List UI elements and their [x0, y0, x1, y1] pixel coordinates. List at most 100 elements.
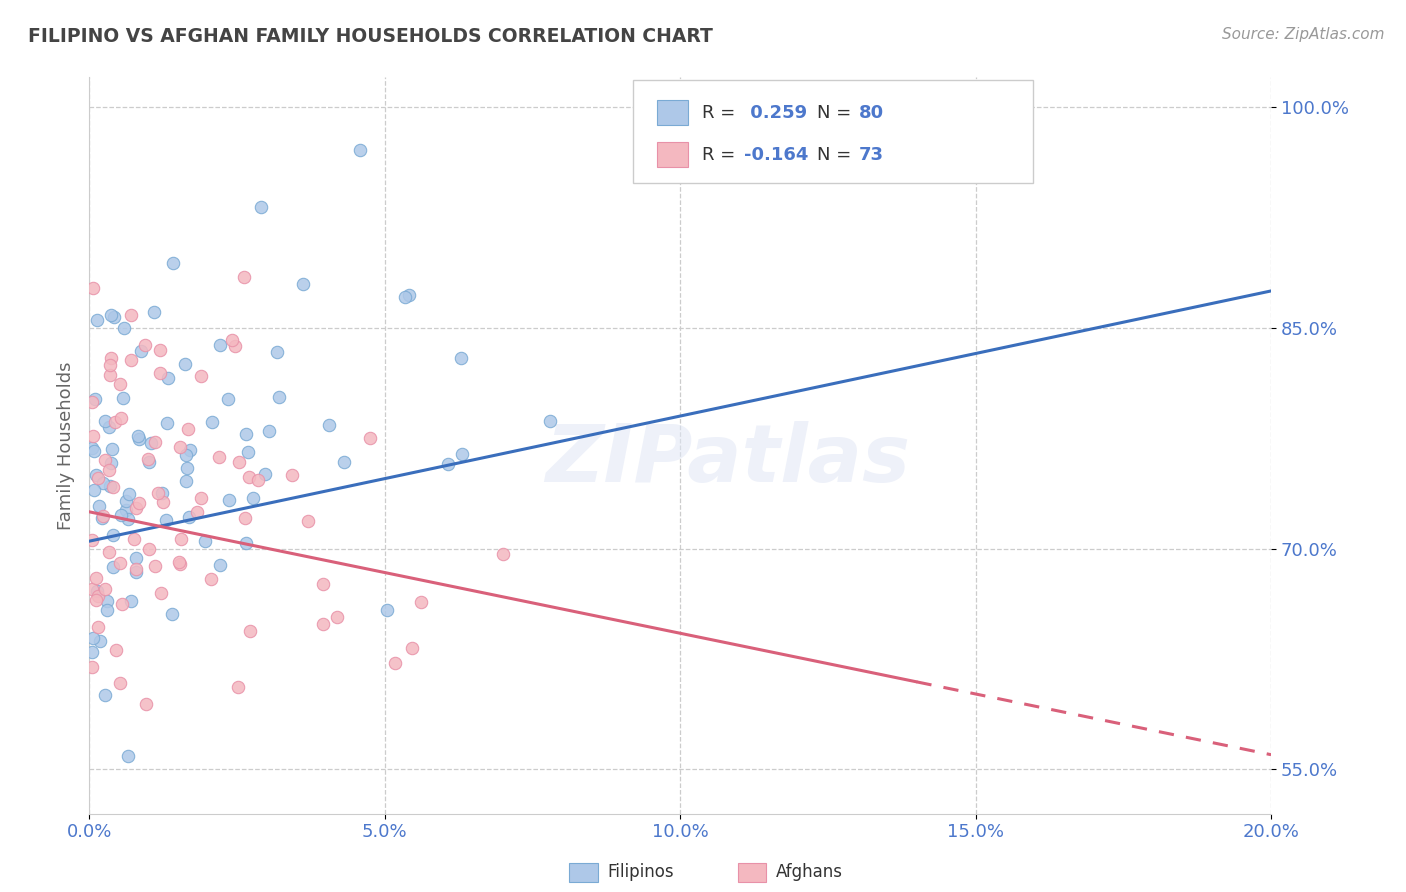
Point [238, 470, 260, 484]
Point [233, 510, 256, 524]
Point [218, 493, 240, 508]
Point [86, 584, 108, 599]
Point [377, 603, 399, 617]
Point [110, 508, 132, 523]
Point [148, 486, 170, 500]
Point [94, 414, 117, 428]
Point [91, 509, 114, 524]
Point [326, 610, 349, 624]
Point [318, 417, 340, 432]
Point [349, 143, 371, 157]
Point [94, 688, 117, 702]
Point [174, 474, 197, 488]
Point [143, 558, 166, 573]
Text: -0.164: -0.164 [744, 146, 808, 164]
Point [83, 483, 105, 497]
Point [80, 442, 103, 456]
Point [239, 624, 262, 638]
Point [131, 344, 153, 359]
Point [170, 533, 193, 547]
Text: 0.259: 0.259 [744, 103, 807, 122]
Point [125, 562, 148, 576]
Point [242, 491, 264, 505]
Point [87, 499, 110, 513]
Point [169, 558, 191, 572]
Point [110, 556, 132, 570]
Point [436, 457, 458, 471]
Point [156, 416, 179, 430]
Point [114, 494, 136, 508]
Point [177, 509, 200, 524]
Point [96, 593, 118, 607]
Point [98, 358, 121, 372]
Point [100, 456, 122, 470]
Point [93, 582, 115, 596]
Text: 80: 80 [859, 103, 884, 122]
Point [89, 633, 111, 648]
Y-axis label: Family Households: Family Households [58, 361, 75, 530]
Point [179, 443, 201, 458]
Point [250, 200, 273, 214]
Point [266, 344, 288, 359]
Point [128, 432, 150, 446]
Point [80, 395, 103, 409]
Point [100, 351, 122, 365]
Point [224, 339, 246, 353]
Point [128, 496, 150, 510]
Point [236, 445, 259, 459]
Point [226, 680, 249, 694]
Point [200, 572, 222, 586]
Point [117, 749, 139, 764]
Text: N =: N = [817, 103, 856, 122]
Point [87, 620, 110, 634]
Point [100, 308, 122, 322]
Point [149, 366, 172, 380]
Point [186, 504, 208, 518]
Point [398, 288, 420, 302]
Point [114, 502, 136, 516]
Point [253, 467, 276, 482]
Point [297, 514, 319, 528]
Point [120, 352, 142, 367]
Point [312, 577, 335, 591]
Point [167, 555, 190, 569]
Point [152, 495, 174, 509]
Point [101, 528, 124, 542]
Point [217, 392, 239, 406]
Point [111, 597, 134, 611]
Text: Filipinos: Filipinos [607, 863, 673, 881]
Point [82, 281, 104, 295]
Point [394, 290, 416, 304]
Point [98, 545, 121, 559]
Point [127, 429, 149, 443]
Point [103, 310, 125, 324]
Point [174, 448, 197, 462]
Point [134, 338, 156, 352]
Point [176, 461, 198, 475]
Text: R =: R = [702, 146, 741, 164]
Point [83, 444, 105, 458]
Point [122, 532, 145, 546]
Point [125, 501, 148, 516]
Point [139, 435, 162, 450]
Point [235, 426, 257, 441]
Point [84, 392, 107, 407]
Point [84, 468, 107, 483]
Point [98, 463, 121, 477]
Point [401, 641, 423, 656]
Point [138, 451, 160, 466]
Point [208, 450, 231, 465]
Point [100, 478, 122, 492]
Point [108, 676, 131, 690]
Point [108, 376, 131, 391]
Text: Afghans: Afghans [776, 863, 844, 881]
Point [96, 603, 118, 617]
Point [450, 351, 472, 365]
Point [235, 535, 257, 549]
Point [201, 415, 224, 429]
Point [105, 643, 128, 657]
Point [80, 660, 103, 674]
Point [450, 447, 472, 461]
Point [359, 431, 381, 445]
Point [143, 434, 166, 449]
